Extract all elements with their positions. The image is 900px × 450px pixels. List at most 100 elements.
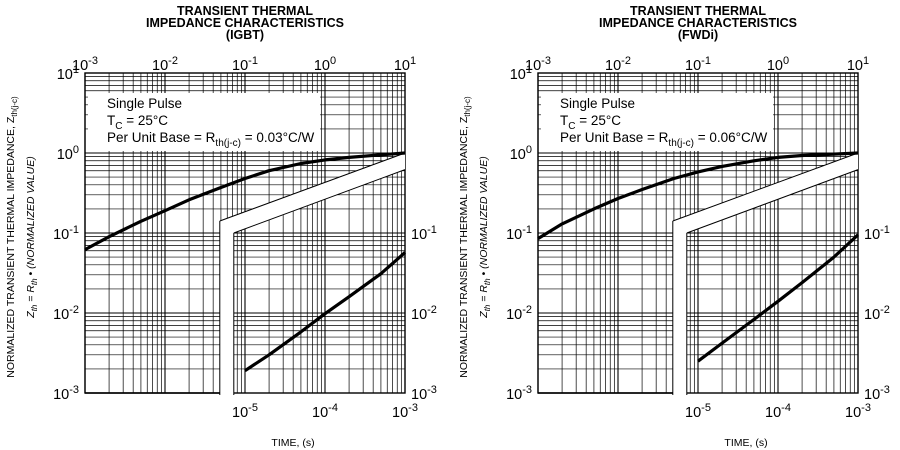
legend-entry-2: TC = 25°C [560,113,621,132]
y-axis-label-part: th(j-c) [463,96,472,117]
top-x-tick-label: 10-2 [152,55,178,74]
x-axis-label: TIME, (s) [271,437,314,449]
bottom-x-tick-label-exponent: -3 [861,402,871,414]
left-y-tick-label: 10-2 [53,304,79,323]
right-y-tick-label: 10-2 [411,304,437,323]
legend-entry-1: Single Pulse [107,96,182,111]
left-y-tick-label-base: 10 [506,307,522,323]
bottom-x-tick-label-base: 10 [765,405,781,421]
split-band-edge-bottom [686,169,859,234]
top-x-tick-label-base: 10 [232,58,248,74]
top-x-tick-label-base: 10 [394,58,410,74]
left-y-tick-label: 101 [510,64,532,83]
left-y-tick-label-base: 10 [506,227,522,243]
top-x-tick-label-base: 10 [847,58,863,74]
legend-text-part: Per Unit Base = R [560,130,669,145]
split-band-edge-bottom [233,169,406,234]
left-y-tick-label-exponent: -3 [69,384,79,396]
y-axis-label: NORMALIZED TRANSIENT THERMAL IMPEDANCE, … [5,96,19,378]
left-y-tick-label-exponent: 0 [526,144,532,156]
bottom-x-tick-label: 10-4 [312,402,338,421]
split-band [219,153,405,395]
legend-text-part: th(j-c) [668,138,694,149]
top-x-tick-label-base: 10 [525,58,541,74]
left-y-tick-label: 10-3 [506,384,532,403]
top-x-tick-label: 10-2 [605,55,631,74]
legend-entry-3: Per Unit Base = Rth(j-c) = 0.03°C/W [107,130,315,149]
bottom-x-tick-label-base: 10 [392,405,408,421]
left-y-tick-label: 10-1 [53,224,79,243]
y-axis-label-secondary-part: th [30,304,39,311]
top-x-tick-label: 10-3 [525,55,551,74]
y-axis-label-part: NORMALIZED TRANSIENT THERMAL IMPEDANCE, … [458,116,470,378]
right-y-tick-label-base: 10 [864,227,880,243]
bottom-x-tick-label: 10-3 [845,402,871,421]
left-y-tick-label: 101 [57,64,79,83]
left-y-tick-label-exponent: -3 [522,384,532,396]
split-band-edge-top [219,152,406,222]
chart-title-line-1: TRANSIENT THERMAL [177,4,313,18]
bottom-x-tick-label-exponent: -5 [701,402,711,414]
right-y-tick-label-base: 10 [864,307,880,323]
y-axis-label-secondary-part: • (NORMALIZED VALUE) [478,156,490,278]
top-x-tick-label-base: 10 [767,58,783,74]
top-x-tick-label: 100 [767,55,789,74]
top-x-tick-label-base: 10 [314,58,330,74]
bottom-x-tick-label-exponent: -4 [328,402,338,414]
y-axis-label-part: th(j-c) [10,96,19,117]
legend-text-part: th(j-c) [215,138,241,149]
top-x-tick-label: 10-1 [232,55,258,74]
top-x-tick-label: 100 [314,55,336,74]
bottom-x-tick-label-exponent: -3 [408,402,418,414]
left-y-tick-label: 100 [510,144,532,163]
top-x-tick-label-exponent: 0 [783,55,789,67]
left-y-tick-label-exponent: -2 [69,304,79,316]
y-axis-label-secondary-part: th [483,278,492,285]
top-x-tick-label-exponent: -3 [541,55,551,67]
left-y-tick-label-base: 10 [53,387,69,403]
legend-box [88,93,320,151]
left-y-tick-label: 10-1 [506,224,532,243]
y-axis-label: NORMALIZED TRANSIENT THERMAL IMPEDANCE, … [458,96,472,378]
left-y-tick-label-exponent: 1 [73,64,79,76]
bottom-x-tick-label: 10-5 [685,402,711,421]
top-x-tick-label-exponent: 1 [410,55,416,67]
right-y-tick-label-exponent: -1 [427,224,437,236]
legend-box [541,93,773,151]
y-axis-label-secondary: Zth = Rth • (NORMALIZED VALUE) [478,156,492,318]
left-y-tick-label-exponent: 1 [526,64,532,76]
bottom-x-tick-label-base: 10 [312,405,328,421]
left-y-tick-label-base: 10 [57,67,73,83]
lower-curve [244,251,407,373]
top-x-tick-label: 101 [847,55,869,74]
top-x-tick-label-base: 10 [685,58,701,74]
upper-curve [84,151,406,252]
left-y-tick-label-base: 10 [510,147,526,163]
bottom-x-tick-label-exponent: -4 [781,402,791,414]
legend-text-part: = 0.03°C/W [241,130,315,145]
left-y-tick-label: 10-2 [506,304,532,323]
legend-text-part: C [568,121,575,132]
top-x-tick-label: 10-1 [685,55,711,74]
top-x-tick-label: 10-3 [72,55,98,74]
top-x-tick-label-exponent: -1 [248,55,258,67]
top-x-tick-label-exponent: -2 [168,55,178,67]
right-y-tick-label-exponent: -2 [880,304,890,316]
bottom-x-tick-label-base: 10 [232,405,248,421]
left-y-tick-label-base: 10 [506,387,522,403]
left-y-tick-label-base: 10 [53,307,69,323]
y-axis-label-secondary-part: Z [478,311,490,319]
bottom-x-tick-label: 10-3 [392,402,418,421]
chart-title-line-3: (FWDi) [678,28,718,42]
right-y-tick-label: 10-3 [864,384,890,403]
left-y-tick-label: 10-3 [53,384,79,403]
legend-entry-2: TC = 25°C [107,113,168,132]
y-axis-label-secondary-part: • (NORMALIZED VALUE) [25,156,37,278]
legend-text-part: T [560,113,568,128]
legend-entry-1: Single Pulse [560,96,635,111]
y-axis-label-part: NORMALIZED TRANSIENT THERMAL IMPEDANCE, … [5,116,17,378]
